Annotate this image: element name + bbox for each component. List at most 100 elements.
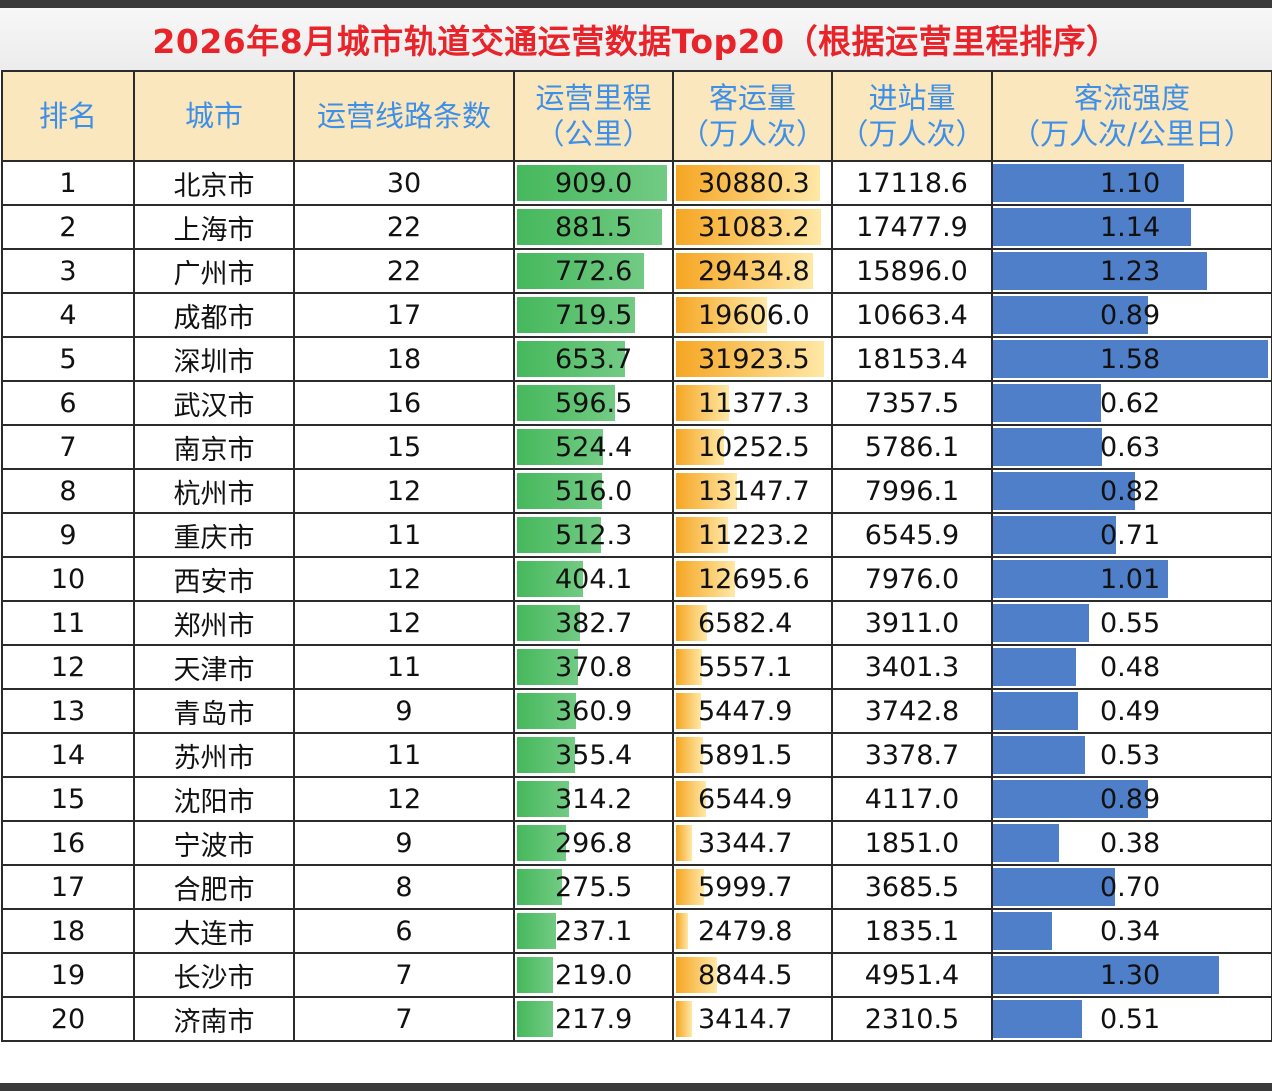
lines-cell: 17	[293, 292, 515, 338]
intensity-cell-bar	[993, 956, 1219, 994]
city-cell: 长沙市	[133, 952, 295, 998]
lines-cell: 7	[293, 996, 515, 1042]
intensity-cell-value: 0.89	[1100, 783, 1161, 815]
mileage-cell: 314.2	[513, 776, 674, 822]
passenger-cell-value: 5999.7	[698, 871, 793, 903]
header-row: 排名 城市 运营线路条数 运营里程 （公里） 客运量 （万人次） 进站量 （万人次） …	[1, 70, 1272, 162]
mileage-cell-value: 719.5	[555, 299, 633, 331]
intensity-cell-value: 0.82	[1100, 475, 1161, 507]
rank-cell: 12	[1, 644, 135, 690]
mileage-cell: 881.5	[513, 204, 674, 250]
city-cell: 郑州市	[133, 600, 295, 646]
intensity-cell-value: 1.01	[1100, 563, 1161, 595]
table-row: 5 深圳市 18 653.7 31923.5 18153.4 1.58	[1, 336, 1272, 382]
rank-cell: 5	[1, 336, 135, 382]
header-intensity: 客流强度 （万人次/公里日）	[991, 70, 1272, 162]
intensity-cell-bar	[993, 824, 1059, 862]
mileage-cell-value: 512.3	[555, 519, 633, 551]
table-row: 16 宁波市 9 296.8 3344.7 1851.0 0.38	[1, 820, 1272, 866]
lines-cell: 11	[293, 512, 515, 558]
table-row: 8 杭州市 12 516.0 13147.7 7996.1 0.82	[1, 468, 1272, 514]
mileage-cell: 237.1	[513, 908, 674, 954]
rank-cell: 11	[1, 600, 135, 646]
header-passenger-line1: 客运量	[708, 81, 796, 115]
mileage-cell-bar	[517, 913, 556, 949]
header-rank: 排名	[1, 70, 135, 162]
rank-cell: 6	[1, 380, 135, 426]
intensity-cell-bar	[993, 472, 1135, 510]
intensity-cell: 1.23	[991, 248, 1272, 294]
inbound-cell: 3401.3	[831, 644, 993, 690]
city-cell: 西安市	[133, 556, 295, 602]
passenger-cell-bar	[676, 429, 724, 465]
city-cell: 杭州市	[133, 468, 295, 514]
mileage-cell-bar	[517, 517, 601, 553]
mileage-cell: 512.3	[513, 512, 674, 558]
mileage-cell: 653.7	[513, 336, 674, 382]
passenger-cell-bar	[676, 913, 688, 949]
passenger-cell: 29434.8	[672, 248, 833, 294]
rank-cell: 8	[1, 468, 135, 514]
passenger-cell-bar	[676, 517, 728, 553]
passenger-cell-bar	[676, 341, 824, 377]
intensity-cell-value: 0.70	[1100, 871, 1161, 903]
rank-cell: 1	[1, 160, 135, 206]
intensity-cell-bar	[993, 868, 1115, 906]
mileage-cell-bar	[517, 869, 562, 905]
passenger-cell-value: 3414.7	[698, 1003, 793, 1035]
intensity-cell: 0.89	[991, 776, 1272, 822]
passenger-cell-value: 2479.8	[698, 915, 793, 947]
mileage-cell-value: 360.9	[555, 695, 633, 727]
header-mileage: 运营里程 （公里）	[513, 70, 674, 162]
mileage-cell-bar	[517, 737, 575, 773]
lines-cell: 30	[293, 160, 515, 206]
intensity-cell: 1.14	[991, 204, 1272, 250]
lines-cell: 16	[293, 380, 515, 426]
mileage-cell-value: 516.0	[555, 475, 633, 507]
passenger-cell-bar	[676, 209, 821, 245]
mileage-cell-value: 596.5	[555, 387, 633, 419]
rank-cell: 18	[1, 908, 135, 954]
passenger-cell-value: 31083.2	[698, 211, 810, 243]
passenger-cell-value: 11223.2	[698, 519, 810, 551]
mileage-cell: 275.5	[513, 864, 674, 910]
intensity-cell-value: 1.23	[1100, 255, 1161, 287]
page-title: 2026年8月城市轨道交通运营数据Top20（根据运营里程排序）	[0, 8, 1272, 70]
mileage-cell-bar	[517, 209, 662, 245]
passenger-cell-bar	[676, 253, 813, 289]
rank-cell: 9	[1, 512, 135, 558]
passenger-cell-bar	[676, 473, 737, 509]
inbound-cell: 3742.8	[831, 688, 993, 734]
city-cell: 上海市	[133, 204, 295, 250]
mileage-cell: 909.0	[513, 160, 674, 206]
passenger-cell-value: 19606.0	[698, 299, 810, 331]
intensity-cell-value: 0.89	[1100, 299, 1161, 331]
mileage-cell-value: 909.0	[555, 167, 633, 199]
mileage-cell: 296.8	[513, 820, 674, 866]
mileage-cell-bar	[517, 165, 667, 201]
table-row: 6 武汉市 16 596.5 11377.3 7357.5 0.62	[1, 380, 1272, 426]
lines-cell: 12	[293, 776, 515, 822]
intensity-cell: 0.55	[991, 600, 1272, 646]
mileage-cell-value: 653.7	[555, 343, 633, 375]
rank-cell: 20	[1, 996, 135, 1042]
mileage-cell-value: 370.8	[555, 651, 633, 683]
mileage-cell-bar	[517, 693, 576, 729]
passenger-cell: 30880.3	[672, 160, 833, 206]
passenger-cell: 13147.7	[672, 468, 833, 514]
rank-cell: 16	[1, 820, 135, 866]
intensity-cell: 0.49	[991, 688, 1272, 734]
passenger-cell-bar	[676, 957, 717, 993]
rank-cell: 17	[1, 864, 135, 910]
mileage-cell: 360.9	[513, 688, 674, 734]
intensity-cell-value: 1.30	[1100, 959, 1161, 991]
header-inbound: 进站量 （万人次）	[831, 70, 993, 162]
mileage-cell-bar	[517, 781, 569, 817]
city-cell: 青岛市	[133, 688, 295, 734]
lines-cell: 7	[293, 952, 515, 998]
mileage-cell: 772.6	[513, 248, 674, 294]
mileage-cell: 719.5	[513, 292, 674, 338]
intensity-cell-value: 0.53	[1100, 739, 1161, 771]
lines-cell: 9	[293, 820, 515, 866]
intensity-cell-bar	[993, 604, 1089, 642]
